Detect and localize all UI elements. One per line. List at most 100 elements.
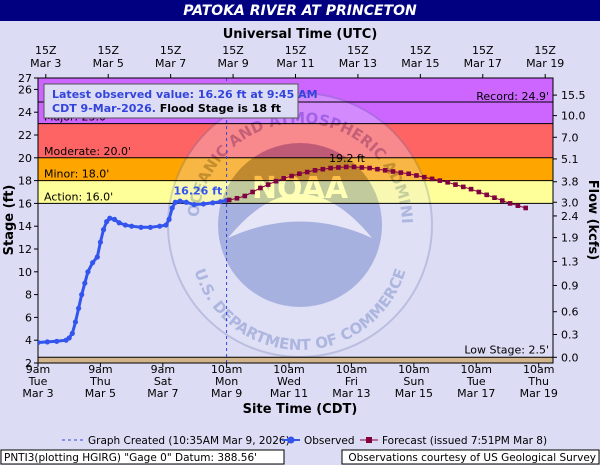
forecast-point	[507, 201, 513, 206]
local-tick-label: Sat	[154, 375, 173, 388]
utc-tick-label: 15Z	[160, 44, 182, 57]
flood-band-moderate	[38, 123, 553, 158]
observed-point	[66, 335, 72, 341]
forecast-point	[351, 164, 357, 170]
local-tick-label: Mar 9	[211, 387, 242, 400]
observed-point	[116, 220, 122, 226]
watermark-emblem	[218, 143, 382, 307]
utc-tick-label: 15Z	[285, 44, 307, 57]
stage-tick-label: 14	[18, 220, 32, 233]
observed-point	[177, 198, 183, 204]
forecast-point	[359, 165, 365, 170]
forecast-point	[226, 197, 232, 203]
legend-forecast-marker	[366, 437, 372, 443]
forecast-point	[242, 193, 248, 199]
forecast-point	[453, 182, 458, 187]
forecast-point	[484, 192, 489, 198]
legend-observed-marker	[287, 436, 295, 444]
forecast-point	[289, 173, 294, 179]
chart-title: PATOKA RIVER AT PRINCETON	[183, 3, 417, 19]
forecast-point	[281, 176, 287, 181]
utc-tick-label: 15Z	[347, 44, 369, 57]
forecast-point	[297, 171, 302, 177]
series-labels: 16.26 ft 19.2 ft	[174, 152, 366, 198]
forecast-point	[468, 186, 474, 192]
observed-point	[169, 205, 175, 211]
observed-point	[82, 280, 88, 286]
observed-point	[217, 199, 224, 205]
utc-tick-label: Mar 13	[339, 57, 377, 70]
local-tick-label: Mar 7	[147, 387, 178, 400]
local-tick-label: Thu	[527, 375, 549, 388]
flood-stage-label: Moderate: 20.0'	[44, 145, 131, 158]
utc-tick-label: Mar 5	[93, 57, 124, 70]
forecast-point	[429, 176, 435, 182]
flow-tick-label: 0.0	[561, 351, 579, 364]
title-bar	[0, 0, 600, 21]
flow-tick-label: 0.6	[561, 306, 579, 319]
local-tick-label: Fri	[345, 375, 358, 388]
forecast-point	[476, 189, 482, 195]
utc-tick-label: Mar 9	[217, 57, 248, 70]
local-tick-label: Tue	[466, 375, 486, 388]
forecast-crest-label: 19.2 ft	[329, 152, 366, 165]
local-tick-label: Sun	[403, 375, 424, 388]
forecast-point	[250, 189, 255, 195]
observed-point	[38, 339, 41, 346]
utc-tick-label: Mar 11	[276, 57, 314, 70]
observed-point	[75, 305, 82, 311]
observed-point	[129, 223, 135, 229]
site-axis-title: Site Time (CDT)	[243, 402, 358, 417]
flow-tick-label: 7.0	[561, 131, 579, 144]
observed-point	[97, 239, 104, 245]
observed-point	[163, 222, 169, 228]
forecast-point	[421, 174, 427, 180]
legend: Graph Created (10:35AM Mar 9, 2026) Obse…	[62, 435, 547, 447]
local-tick-label: 10am	[398, 363, 429, 376]
flow-tick-label: 2.4	[561, 210, 579, 223]
flood-stage-label: Action: 16.0'	[44, 190, 113, 203]
stage-tick-label: 27	[18, 72, 32, 85]
info-line-2-date: CDT 9-Mar-2026.	[52, 102, 160, 115]
utc-tick-label: Mar 3	[30, 57, 61, 70]
utc-tick-label: Mar 17	[464, 57, 502, 70]
forecast-point	[492, 195, 497, 200]
forecast-point	[367, 165, 372, 171]
axes: 2468101214161820222426270.00.30.60.91.31…	[18, 44, 586, 400]
low-stage-label: Low Stage: 2.5'	[464, 343, 549, 356]
forecast-point	[304, 169, 310, 175]
observed-point	[172, 199, 178, 205]
forecast-point	[390, 169, 396, 174]
local-tick-label: Mar 13	[332, 387, 370, 400]
observed-point	[107, 215, 113, 221]
forecast-point	[343, 164, 349, 170]
local-tick-label: 10am	[273, 363, 304, 376]
stage-tick-label: 18	[18, 175, 32, 188]
observed-point	[200, 201, 207, 207]
local-tick-label: Mar 19	[520, 387, 558, 400]
observed-point	[157, 223, 163, 229]
footer-right-box	[341, 449, 600, 465]
forecast-point	[499, 198, 505, 203]
observed-point	[210, 200, 216, 206]
flow-tick-label: 10.0	[561, 110, 586, 123]
stage-tick-label: 6	[25, 311, 32, 324]
stage-tick-label: 20	[18, 152, 32, 165]
observed-point	[122, 222, 128, 228]
utc-tick-label: 15Z	[222, 44, 244, 57]
observed-point	[166, 216, 172, 222]
observed-point	[54, 338, 60, 344]
forecast-point	[515, 203, 521, 208]
flow-tick-label: 3.8	[561, 176, 579, 189]
forecast-point	[382, 168, 388, 173]
series	[38, 164, 528, 346]
forecast-point	[523, 205, 528, 211]
utc-axis-title: Universal Time (UTC)	[223, 27, 378, 42]
local-tick-label: 9am	[26, 363, 50, 376]
flow-tick-label: 3.0	[561, 196, 579, 209]
local-tick-label: 10am	[461, 363, 492, 376]
legend-created-label: Graph Created (10:35AM Mar 9, 2026)	[88, 435, 290, 447]
forecast-point	[445, 180, 450, 185]
observed-point	[100, 227, 107, 233]
